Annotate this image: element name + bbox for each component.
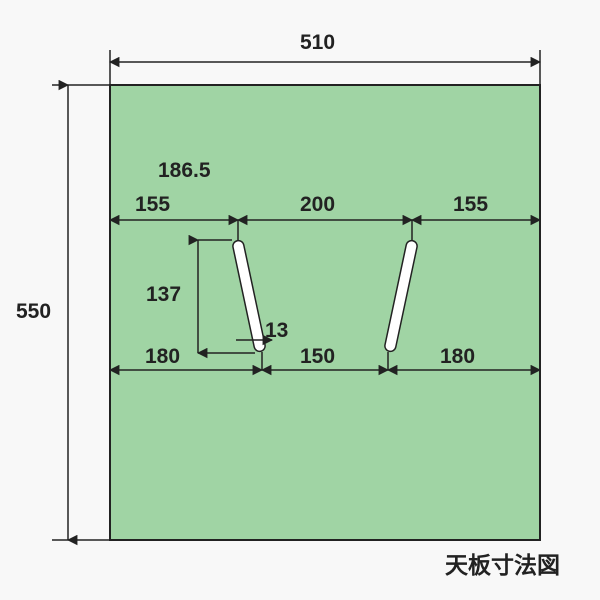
label-top-center: 200 [300,193,335,217]
dimension-drawing: 510 550 186.5 155 200 155 137 13 180 150… [0,0,600,600]
label-slot-width: 13 [265,319,288,343]
label-slot-height: 137 [146,283,181,307]
label-top-right: 155 [453,193,488,217]
label-top-offset: 186.5 [158,159,211,183]
caption-text: 天板寸法図 [445,546,560,580]
label-top-left: 155 [135,193,170,217]
label-bottom-left: 180 [145,345,180,369]
label-bottom-center: 150 [300,345,335,369]
label-bottom-right: 180 [440,345,475,369]
diagram-svg [0,0,600,600]
label-overall-height: 550 [16,300,51,324]
label-overall-width: 510 [300,31,335,55]
plate-rect [110,85,540,540]
